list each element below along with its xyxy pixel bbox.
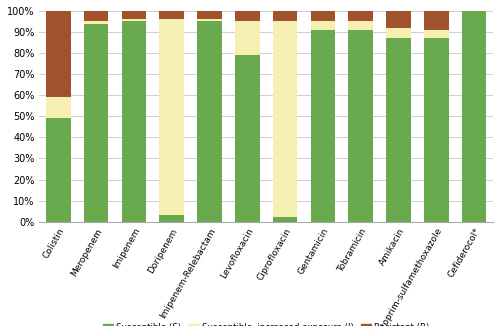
Bar [235,55,260,222]
Bar [386,38,411,222]
Bar [273,11,297,22]
Bar [424,38,448,222]
Bar [424,11,448,30]
Bar [386,28,411,38]
Bar [84,11,108,22]
Bar [46,11,70,97]
Bar [348,22,373,30]
Bar [310,30,335,222]
Bar [160,215,184,222]
Bar [197,11,222,19]
Bar [160,11,184,19]
Bar [122,11,146,19]
Bar [310,22,335,30]
Bar [46,97,70,118]
Bar [273,217,297,222]
Bar [197,19,222,22]
Bar [84,23,108,222]
Bar [122,19,146,22]
Bar [462,11,486,222]
Bar [197,22,222,222]
Bar [424,30,448,38]
Bar [122,22,146,222]
Bar [348,11,373,22]
Bar [348,30,373,222]
Bar [46,118,70,222]
Bar [273,22,297,217]
Bar [386,11,411,28]
Bar [310,11,335,22]
Bar [235,22,260,55]
Legend: Susceptible (S), Susceptible, increased exposure (I), Resistant (R): Susceptible (S), Susceptible, increased … [100,321,432,326]
Bar [160,19,184,215]
Bar [84,22,108,23]
Bar [235,11,260,22]
